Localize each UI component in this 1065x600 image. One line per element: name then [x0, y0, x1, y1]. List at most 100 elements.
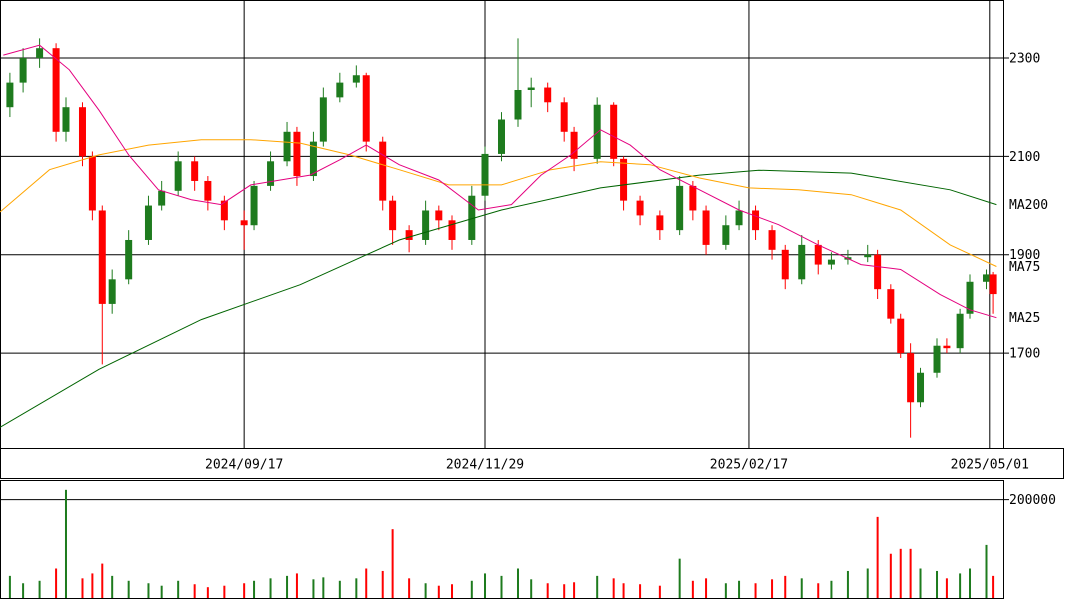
- volume-bar: [424, 583, 427, 598]
- volume-bar: [391, 529, 394, 598]
- volume-bar: [243, 583, 246, 598]
- candle-body: [250, 185, 258, 226]
- volume-bar: [408, 578, 411, 598]
- candle-body: [768, 230, 776, 250]
- candle-body: [283, 131, 291, 162]
- candle-body: [722, 225, 730, 245]
- candle-body: [405, 230, 413, 240]
- candle-body: [352, 75, 360, 83]
- candle-body: [52, 48, 60, 132]
- volume-bar: [451, 584, 454, 598]
- candle-body: [498, 119, 505, 154]
- candle-body: [560, 102, 568, 132]
- volume-bar: [355, 578, 358, 598]
- candle-body: [6, 82, 14, 108]
- volume-bar: [969, 568, 972, 598]
- volume-bar: [936, 570, 939, 598]
- candle-body: [887, 289, 895, 319]
- volume-bar: [484, 573, 487, 598]
- candle-body: [362, 75, 370, 142]
- volume-bar: [909, 548, 912, 598]
- y-tick-label: 2100: [1009, 150, 1040, 165]
- y-tick-label: 1900: [1009, 248, 1040, 263]
- volume-bar: [253, 580, 256, 598]
- volume-bar: [470, 580, 473, 598]
- volume-bar: [678, 558, 681, 598]
- candle-body: [864, 254, 872, 258]
- candle-body: [240, 220, 248, 226]
- candle-body: [319, 97, 327, 142]
- volume-bar: [724, 583, 727, 598]
- volume-bar: [596, 575, 599, 598]
- volume-bar: [830, 580, 833, 598]
- volume-bar: [111, 575, 114, 598]
- candle-body: [36, 48, 44, 59]
- moving-average-label: MA200: [1009, 198, 1048, 213]
- volume-bar: [338, 580, 341, 598]
- volume-bar: [800, 578, 803, 598]
- volume-bar: [959, 573, 962, 598]
- candle-body: [481, 153, 489, 196]
- volume-bar: [269, 578, 272, 598]
- candle-body: [514, 89, 522, 120]
- volume-bar: [846, 570, 849, 598]
- candle-body: [656, 215, 664, 231]
- candle-body: [88, 156, 96, 211]
- candle-body: [379, 141, 387, 201]
- moving-average-label: MA25: [1009, 311, 1040, 326]
- candle-body: [676, 185, 684, 231]
- candle-body: [735, 210, 743, 226]
- volume-bar: [899, 548, 902, 598]
- candle-body: [798, 244, 806, 280]
- volume-bar: [55, 568, 58, 598]
- candle-body: [544, 87, 552, 103]
- volume-bar: [639, 584, 642, 598]
- x-tick-label: 2025/05/01: [951, 458, 1029, 473]
- candle-body: [19, 58, 27, 83]
- volume-bar: [754, 583, 757, 598]
- candle-body: [943, 345, 951, 349]
- volume-bar: [147, 583, 150, 598]
- volume-bar: [658, 585, 661, 598]
- candle-body: [158, 190, 166, 206]
- candle-body: [702, 210, 710, 245]
- volume-bar: [546, 583, 549, 598]
- volume-bar: [612, 578, 615, 598]
- candle-body: [917, 372, 925, 403]
- candle-body: [966, 281, 974, 314]
- volume-bar: [919, 568, 922, 598]
- candle-body: [989, 274, 997, 295]
- volume-bar: [573, 582, 576, 598]
- candle-body: [78, 107, 86, 157]
- volume-bar: [945, 578, 948, 598]
- y-tick-label: 2300: [1009, 52, 1040, 67]
- volume-bar: [160, 585, 163, 598]
- volume-bar: [563, 584, 566, 598]
- volume-bar: [38, 580, 41, 598]
- candle-body: [144, 205, 152, 240]
- volume-bar: [223, 585, 226, 598]
- candle-body: [98, 210, 106, 304]
- candle-body: [827, 259, 835, 265]
- volume-bar: [177, 580, 180, 598]
- candle-body: [204, 180, 212, 201]
- candle-body: [620, 158, 628, 201]
- volume-bar: [516, 568, 519, 598]
- volume-bar: [8, 575, 11, 598]
- volume-bar: [992, 575, 995, 598]
- x-tick-label: 2024/11/29: [446, 458, 524, 473]
- volume-bar: [322, 577, 325, 598]
- candle-body: [389, 200, 397, 231]
- moving-average-line: [0, 139, 997, 267]
- candle-body: [570, 131, 578, 159]
- candle-body: [468, 195, 476, 240]
- candle-body: [267, 161, 275, 186]
- candle-body: [752, 210, 760, 231]
- candle-body: [610, 104, 618, 159]
- volume-bar: [295, 573, 298, 598]
- candle-body: [336, 82, 344, 98]
- candle-body: [874, 254, 882, 290]
- volume-bar: [889, 553, 892, 598]
- volume-bar: [738, 580, 741, 598]
